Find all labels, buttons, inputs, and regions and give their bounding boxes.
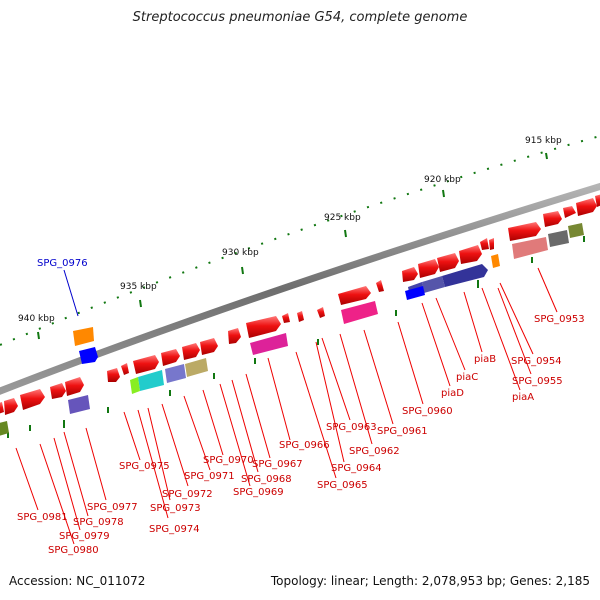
gene-label-SPG_0969: SPG_0969 xyxy=(233,487,284,498)
gene-label-SPG_0976: SPG_0976 xyxy=(37,258,88,269)
ruler-label-925: 925 kbp xyxy=(324,213,361,223)
leader-line-SPG_0976 xyxy=(63,269,79,317)
gene-label-SPG_0970: SPG_0970 xyxy=(203,455,254,466)
map-title: Streptococcus pneumoniae G54, complete g… xyxy=(132,10,468,25)
gene-label-SPG_0980: SPG_0980 xyxy=(48,545,99,556)
gene-label-SPG_0981: SPG_0981 xyxy=(17,512,68,523)
gene-label-piaA: piaA xyxy=(512,392,534,403)
ruler-label-915: 915 kbp xyxy=(525,136,562,146)
gene-label-SPG_0978: SPG_0978 xyxy=(73,517,124,528)
gene-label-piaC: piaC xyxy=(456,372,478,383)
ruler-label-940: 940 kbp xyxy=(18,314,55,324)
gene-label-SPG_0973: SPG_0973 xyxy=(150,503,201,514)
gene-label-SPG_0975: SPG_0975 xyxy=(119,461,170,472)
gene-blocks xyxy=(0,194,600,436)
gene-label-SPG_0974: SPG_0974 xyxy=(149,524,200,535)
gene-label-SPG_0955: SPG_0955 xyxy=(512,376,563,387)
ruler-label-930: 930 kbp xyxy=(222,248,259,258)
gene-label-SPG_0964: SPG_0964 xyxy=(331,463,382,474)
gene-label-piaB: piaB xyxy=(474,354,496,365)
ruler-label-935: 935 kbp xyxy=(120,282,157,292)
gene-label-SPG_0971: SPG_0971 xyxy=(184,471,235,482)
gene-label-SPG_0972: SPG_0972 xyxy=(162,489,213,500)
gene-label-SPG_0953: SPG_0953 xyxy=(534,314,585,325)
kbp-ruler xyxy=(0,135,600,346)
gene-label-SPG_0977: SPG_0977 xyxy=(87,502,138,513)
genome-backbone xyxy=(0,182,600,395)
ruler-label-920: 920 kbp xyxy=(424,175,461,185)
gene-label-SPG_0961: SPG_0961 xyxy=(377,426,428,437)
lower-ticks xyxy=(7,236,585,438)
gene-label-SPG_0965: SPG_0965 xyxy=(317,480,368,491)
gene-label-SPG_0979: SPG_0979 xyxy=(59,531,110,542)
gene-label-piaD: piaD xyxy=(441,388,464,399)
gene-label-SPG_0968: SPG_0968 xyxy=(241,474,292,485)
gene-label-SPG_0967: SPG_0967 xyxy=(252,459,303,470)
topology-text: Topology: linear; Length: 2,078,953 bp; … xyxy=(270,574,590,588)
gene-label-SPG_0954: SPG_0954 xyxy=(511,356,562,367)
accession-text: Accession: NC_011072 xyxy=(9,574,146,588)
gene-label-SPG_0960: SPG_0960 xyxy=(402,406,453,417)
gene-leader-lines xyxy=(15,267,558,545)
gene-label-SPG_0966: SPG_0966 xyxy=(279,440,330,451)
gene-label-SPG_0963: SPG_0963 xyxy=(326,422,377,433)
gene-label-SPG_0962: SPG_0962 xyxy=(349,446,400,457)
